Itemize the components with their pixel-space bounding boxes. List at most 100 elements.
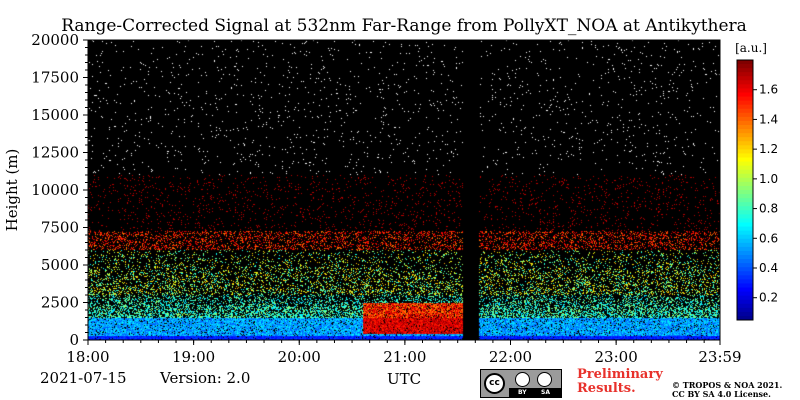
- y-tick-label: 5000: [41, 256, 79, 274]
- x-tick-label: 19:00: [172, 348, 215, 366]
- colorbar-segment: [737, 275, 753, 280]
- colorbar-segment: [737, 271, 753, 276]
- colorbar-segment: [737, 315, 753, 321]
- colorbar-tick-label: 1.4: [759, 112, 778, 126]
- x-tick-label: 20:00: [278, 348, 321, 366]
- by-label: BY: [518, 389, 527, 396]
- colorbar-segment: [737, 169, 753, 175]
- signal-canvas: [88, 40, 720, 340]
- cc-icon: cc: [484, 373, 505, 394]
- colorbar-tick-label: 0.6: [759, 231, 778, 245]
- colorbar: [a.u.] 0.2 0.4 0.6 0.8 1.0 1.2 1.4 1.6: [735, 41, 778, 321]
- copyright-note: © TROPOS & NOA 2021. CC BY SA 4.0 Licens…: [672, 381, 782, 399]
- colorbar-segment: [737, 311, 753, 317]
- x-tick-label: 18:00: [66, 348, 109, 366]
- x-tick-label: 23:00: [595, 348, 638, 366]
- colorbar-segment: [737, 125, 753, 130]
- y-tick-label: 10000: [31, 181, 79, 199]
- preliminary-line-2: Results.: [577, 381, 636, 396]
- cc-license-badge[interactable]: cc BY SA: [480, 369, 562, 398]
- colorbar-segment: [737, 165, 753, 171]
- x-tick-label: 22:00: [489, 348, 532, 366]
- chart-title: Range-Corrected Signal at 532nm Far-Rang…: [61, 16, 747, 36]
- colorbar-segment: [737, 96, 753, 102]
- colorbar-segment: [737, 76, 753, 81]
- colorbar-segment: [737, 137, 753, 142]
- colorbar-segment: [737, 198, 753, 203]
- colorbar-segment: [737, 287, 753, 293]
- colorbar-segment: [737, 177, 753, 183]
- colorbar-segment: [737, 100, 753, 106]
- colorbar-segment: [737, 161, 753, 167]
- colorbar-segment: [737, 263, 753, 268]
- colorbar-segment: [737, 120, 753, 126]
- colorbar-segment: [737, 80, 753, 85]
- colorbar-segment: [737, 218, 753, 223]
- colorbar-segment: [737, 238, 753, 244]
- x-axis-label: UTC: [387, 370, 421, 388]
- by-icon: [515, 372, 530, 387]
- colorbar-segment: [737, 283, 753, 288]
- colorbar-segment: [737, 84, 753, 89]
- preliminary-line-1: Preliminary: [577, 367, 663, 382]
- y-tick-label: 12500: [31, 144, 79, 162]
- x-tick-label: 23:59: [698, 348, 741, 366]
- plot-area: [88, 40, 720, 340]
- preliminary-note: Preliminary Results.: [577, 368, 663, 396]
- colorbar-tick-label: 0.8: [759, 202, 778, 216]
- license-strip: BY SA: [509, 388, 561, 397]
- y-tick-label: 2500: [41, 294, 79, 312]
- colorbar-segment: [737, 295, 753, 301]
- colorbar-segment: [737, 149, 753, 154]
- colorbar-segment: [737, 259, 753, 264]
- sa-label: SA: [541, 389, 550, 396]
- colorbar-segment: [737, 181, 753, 187]
- colorbar-segment: [737, 230, 753, 236]
- colorbar-segment: [737, 72, 753, 77]
- colorbar-segment: [737, 92, 753, 98]
- colorbar-segment: [737, 153, 753, 158]
- y-tick-label: 15000: [31, 106, 79, 124]
- colorbar-segment: [737, 279, 753, 284]
- colorbar-segment: [737, 307, 753, 313]
- colorbar-tick-label: 0.4: [759, 261, 778, 275]
- colorbar-tick-label: 1.6: [759, 83, 778, 97]
- colorbar-segment: [737, 226, 753, 232]
- colorbar-frame: [736, 59, 754, 321]
- colorbar-segment: [737, 64, 753, 69]
- colorbar-label: [a.u.]: [735, 41, 767, 55]
- colorbar-segment: [737, 206, 753, 211]
- y-tick-label: 0: [69, 331, 79, 349]
- colorbar-segment: [737, 157, 753, 163]
- colorbar-segment: [737, 303, 753, 309]
- colorbar-segment: [737, 202, 753, 207]
- colorbar-tick-label: 1.0: [759, 172, 778, 186]
- colorbar-segment: [737, 267, 753, 272]
- signal-raster: [88, 40, 720, 340]
- version-label: Version: 2.0: [160, 369, 251, 387]
- x-tick-label: 21:00: [383, 348, 426, 366]
- colorbar-segment: [737, 291, 753, 297]
- colorbar-segment: [737, 129, 753, 134]
- colorbar-segment: [737, 60, 753, 65]
- date-label: 2021-07-15: [40, 369, 127, 387]
- colorbar-segment: [737, 190, 753, 195]
- colorbar-segment: [737, 234, 753, 240]
- colorbar-segment: [737, 185, 753, 191]
- colorbar-segment: [737, 246, 753, 252]
- copyright-line-1: © TROPOS & NOA 2021.: [672, 380, 783, 390]
- colorbar-segment: [737, 112, 753, 118]
- colorbar-segment: [737, 104, 753, 110]
- colorbar-segment: [737, 68, 753, 73]
- colorbar-segment: [737, 222, 753, 228]
- y-tick-label: 17500: [31, 69, 79, 87]
- colorbar-segment: [737, 299, 753, 305]
- colorbar-segment: [737, 116, 753, 122]
- colorbar-tick-label: 1.2: [759, 142, 778, 156]
- colorbar-segment: [737, 242, 753, 248]
- colorbar-segment: [737, 173, 753, 179]
- y-axis-label: Height (m): [3, 149, 21, 232]
- y-tick-label: 7500: [41, 219, 79, 237]
